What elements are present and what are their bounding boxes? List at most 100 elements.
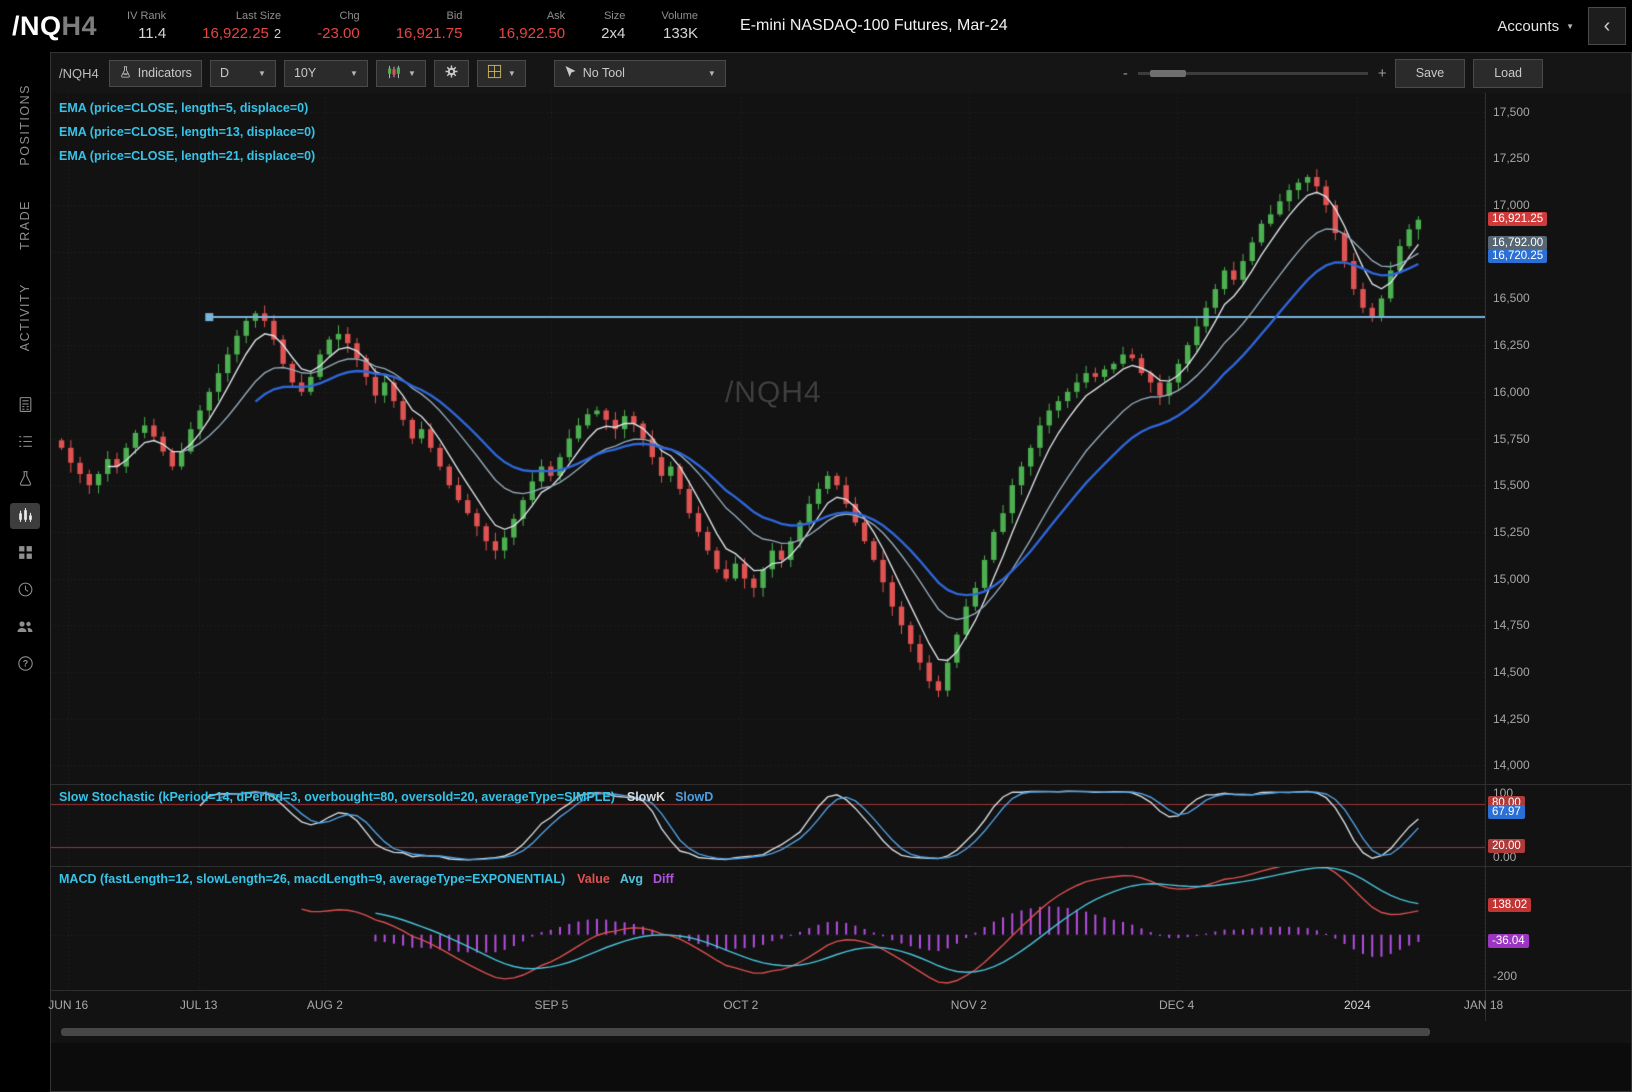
stochastic-chart[interactable]: Slow Stochastic (kPeriod=14, dPeriod=3, … <box>51 785 1486 866</box>
grid-icon <box>487 64 502 82</box>
chevron-down-icon: ▼ <box>350 68 358 78</box>
symbol-root: /NQ <box>12 10 62 41</box>
candlestick-style-icon <box>386 65 402 82</box>
axis-tick: 0.00 <box>1493 850 1517 864</box>
stochastic-pane: Slow Stochastic (kPeriod=14, dPeriod=3, … <box>51 785 1631 867</box>
ema5-study-label[interactable]: EMA (price=CLOSE, length=5, displace=0) <box>59 101 309 115</box>
stochastic-legend: SlowK SlowD <box>627 790 713 804</box>
accounts-menu[interactable]: Accounts ▼ <box>1497 18 1574 35</box>
stochastic-study-label[interactable]: Slow Stochastic (kPeriod=14, dPeriod=3, … <box>59 790 615 804</box>
chart-style-dropdown[interactable]: ▼ <box>375 59 426 87</box>
help-icon[interactable]: ? <box>10 651 40 677</box>
sidebar-tab-positions[interactable]: POSITIONS <box>18 84 32 166</box>
quote-field: Chg -23.00 <box>317 10 360 42</box>
chart-scrollbar[interactable] <box>59 1027 1478 1037</box>
settings-button[interactable] <box>433 59 469 87</box>
sidebar-icons: ? <box>10 392 40 677</box>
macd-study-label[interactable]: MACD (fastLength=12, slowLength=26, macd… <box>59 872 566 886</box>
time-axis-label: NOV 2 <box>950 998 987 1012</box>
axis-price-bubble: 16,720.25 <box>1488 249 1548 264</box>
cursor-icon <box>564 65 576 82</box>
axis-price-bubble: 20.00 <box>1488 838 1525 853</box>
stochastic-axis: 100 0.00 80.00 67.97 20.00 <box>1486 785 1631 866</box>
legend-avg: Avg <box>619 872 643 886</box>
grid-layout-dropdown[interactable]: ▼ <box>476 59 526 87</box>
ema21-study-label[interactable]: EMA (price=CLOSE, length=21, displace=0) <box>59 149 316 163</box>
quote-field: Last Size 16,922.25 2 <box>202 10 282 42</box>
chart-symbol-label: /NQH4 <box>59 65 99 81</box>
chevron-left-icon: ‹ <box>1603 14 1611 37</box>
axis-price-bubble: 138.02 <box>1488 898 1532 913</box>
axis-price-bubble: 67.97 <box>1488 804 1525 819</box>
axis-tick: 14,750 <box>1493 618 1530 633</box>
timeframe-dropdown[interactable]: D ▼ <box>209 59 276 87</box>
users-icon[interactable] <box>10 614 40 640</box>
time-axis-label: DEC 4 <box>1159 998 1195 1012</box>
macd-chart[interactable]: MACD (fastLength=12, slowLength=26, macd… <box>51 867 1486 990</box>
macd-pane: MACD (fastLength=12, slowLength=26, macd… <box>51 867 1631 991</box>
time-axis-label: JUN 16 <box>48 998 89 1012</box>
range-dropdown[interactable]: 10Y ▼ <box>283 59 368 87</box>
legend-value: Value <box>577 872 610 886</box>
price-chart-canvas[interactable] <box>51 93 1485 784</box>
zoom-in-button[interactable]: + <box>1377 64 1387 82</box>
zoom-slider[interactable] <box>1137 69 1368 77</box>
chart-icon[interactable] <box>10 502 40 529</box>
stochastic-label-row: Slow Stochastic (kPeriod=14, dPeriod=3, … <box>59 790 713 804</box>
axis-tick: 14,000 <box>1493 758 1530 773</box>
ledger-icon[interactable] <box>10 429 40 455</box>
axis-tick: 17,500 <box>1493 104 1530 119</box>
chart-toolbar: /NQH4 Indicators D ▼ 10Y ▼ ▼ ▼ No To <box>51 53 1631 93</box>
contract-title: E-mini NASDAQ-100 Futures, Mar-24 <box>740 17 1008 34</box>
time-axis[interactable]: JUN 16 JUL 13 AUG 2 SEP 5 OCT 2 NOV 2 DEC 4 202… <box>48 991 1503 1021</box>
chart-panel: /NQH4 Indicators D ▼ 10Y ▼ ▼ ▼ No To <box>48 52 1632 1092</box>
quote-header: /NQH4 IV Rank 11.4 Last Size 16,922.25 2 Chg -… <box>0 0 1632 52</box>
axis-tick: 15,000 <box>1493 571 1530 586</box>
price-chart[interactable]: EMA (price=CLOSE, length=5, displace=0) … <box>51 93 1486 784</box>
tool-label: No Tool <box>582 66 625 80</box>
quote-field: Volume 133K <box>661 10 699 42</box>
drawing-tool-dropdown[interactable]: No Tool ▼ <box>553 59 726 87</box>
time-axis-label: JAN 18 <box>1463 998 1504 1012</box>
price-pane: EMA (price=CLOSE, length=5, displace=0) … <box>51 93 1631 785</box>
chevron-down-icon: ▼ <box>258 68 266 78</box>
zoom-slider-handle[interactable] <box>1149 69 1186 77</box>
chart-scrollbar-handle[interactable] <box>61 1028 1431 1036</box>
ema13-study-label[interactable]: EMA (price=CLOSE, length=13, displace=0) <box>59 125 316 139</box>
indicators-label: Indicators <box>137 66 192 80</box>
legend-slowd: SlowD <box>675 790 714 804</box>
apps-icon[interactable] <box>10 540 40 566</box>
quote-fields: IV Rank 11.4 Last Size 16,922.25 2 Chg -23.00 B… <box>127 10 734 42</box>
beaker-icon <box>119 65 132 82</box>
clock-icon[interactable] <box>10 577 40 603</box>
flask-icon[interactable] <box>10 466 40 492</box>
sidebar-tab-trade[interactable]: TRADE <box>18 199 32 250</box>
macd-label-row: MACD (fastLength=12, slowLength=26, macd… <box>59 872 674 886</box>
time-axis-label: JUL 13 <box>179 998 218 1012</box>
time-axis-label: OCT 2 <box>723 998 759 1012</box>
axis-tick: 15,500 <box>1493 478 1530 493</box>
chevron-down-icon: ▼ <box>1566 21 1574 31</box>
stochastic-canvas[interactable] <box>51 785 1485 866</box>
time-axis-label: AUG 2 <box>306 998 343 1012</box>
accounts-label: Accounts <box>1497 17 1560 35</box>
time-axis-label: 2024 <box>1344 998 1371 1012</box>
indicators-button[interactable]: Indicators <box>108 59 202 87</box>
gear-icon <box>444 64 459 82</box>
zoom-out-button[interactable]: - <box>1122 64 1128 82</box>
axis-price-bubble: 16,921.25 <box>1488 211 1548 226</box>
macd-canvas[interactable] <box>51 867 1485 990</box>
axis-tick: 15,250 <box>1493 524 1530 539</box>
quote-field: IV Rank 11.4 <box>127 10 167 42</box>
bottom-filler <box>51 1043 1631 1091</box>
time-axis-label: SEP 5 <box>534 998 569 1012</box>
chevron-down-icon: ▼ <box>407 68 416 78</box>
macd-legend: Value Avg Diff <box>577 872 674 886</box>
price-axis[interactable]: 17,50017,25017,00016,75016,50016,25016,0… <box>1486 93 1631 784</box>
calculator-icon[interactable] <box>10 392 40 418</box>
collapse-panel-button[interactable]: ‹ <box>1588 7 1626 45</box>
time-axis-row: JUN 16 JUL 13 AUG 2 SEP 5 OCT 2 NOV 2 DEC 4 202… <box>48 991 1631 1021</box>
sidebar-tab-activity[interactable]: ACTIVITY <box>18 283 32 352</box>
save-button[interactable]: Save <box>1394 58 1466 88</box>
load-button[interactable]: Load <box>1473 58 1543 88</box>
